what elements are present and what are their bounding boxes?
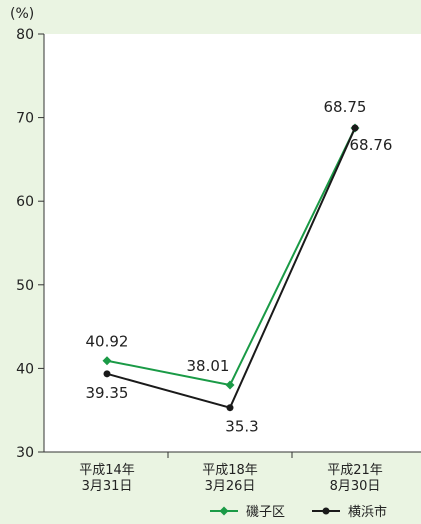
data-label: 40.92 bbox=[86, 333, 129, 351]
data-point bbox=[351, 124, 359, 132]
y-tick-label: 40 bbox=[16, 361, 34, 377]
data-point bbox=[226, 404, 234, 412]
data-point bbox=[103, 370, 111, 378]
data-label: 35.3 bbox=[225, 418, 258, 436]
y-unit-label: (%) bbox=[10, 6, 34, 22]
y-tick-label: 70 bbox=[16, 111, 34, 127]
y-tick-label: 50 bbox=[16, 278, 34, 294]
legend-marker bbox=[322, 507, 330, 515]
y-ticks: 30 40 50 60 70 80 bbox=[16, 27, 44, 461]
x-category-label-line1: 平成18年 bbox=[202, 463, 258, 478]
y-tick-label: 60 bbox=[16, 194, 34, 210]
series-group: 40.92 38.01 68.75 39.35 35.3 68.76 bbox=[86, 98, 393, 436]
data-label: 68.75 bbox=[324, 98, 367, 116]
legend-label: 磯子区 bbox=[246, 505, 285, 520]
y-tick-label: 30 bbox=[16, 445, 34, 461]
data-label: 68.76 bbox=[350, 136, 393, 154]
plot-area bbox=[44, 34, 421, 452]
x-category-label-line2: 8月30日 bbox=[330, 479, 381, 494]
data-label: 39.35 bbox=[86, 384, 129, 402]
legend: 磯子区 横浜市 bbox=[210, 504, 387, 520]
legend-marker bbox=[219, 506, 229, 516]
y-tick-label: 80 bbox=[16, 27, 34, 43]
x-category-label-line1: 平成14年 bbox=[79, 463, 135, 478]
x-category-label-line2: 3月26日 bbox=[205, 479, 256, 494]
legend-label: 横浜市 bbox=[348, 504, 387, 520]
x-category-label-line1: 平成21年 bbox=[327, 463, 383, 478]
x-category-label-line2: 3月31日 bbox=[82, 479, 133, 494]
data-label: 38.01 bbox=[187, 357, 230, 375]
data-point bbox=[102, 356, 112, 366]
data-point bbox=[225, 380, 235, 390]
